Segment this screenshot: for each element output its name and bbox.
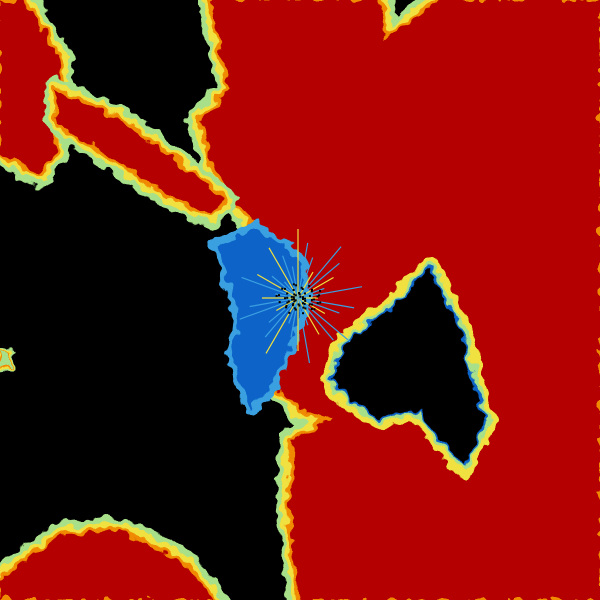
clutter-pixel [294, 299, 297, 302]
clutter-pixel [316, 295, 319, 298]
clutter-pixel [298, 304, 301, 307]
clutter-pixel [283, 287, 286, 290]
clutter-pixel [303, 297, 306, 300]
radar-spoke [297, 297, 311, 364]
clutter-pixel [299, 295, 302, 298]
clutter-pixel [310, 308, 313, 311]
clutter-pixel [308, 294, 311, 297]
clutter-pixel [285, 306, 288, 309]
clutter-pixel [297, 303, 300, 306]
echo-core [0, 0, 60, 175]
clutter-pixel [304, 299, 307, 302]
clutter-pixel [301, 302, 304, 305]
clutter-pixel [302, 312, 305, 315]
echo-core [55, 90, 225, 215]
gap-interior [332, 268, 485, 465]
clutter-pixel [292, 288, 295, 291]
clutter-pixel [275, 294, 278, 297]
clutter-pixel [301, 288, 304, 291]
clutter-pixel [319, 289, 322, 292]
radar-spoke [297, 297, 326, 315]
radar-spoke [256, 273, 299, 299]
clutter-pixel [288, 311, 291, 314]
northwest-band [0, 0, 73, 188]
clutter-pixel [298, 292, 301, 295]
central-clutter [209, 222, 311, 416]
radar-spoke [297, 262, 340, 299]
clutter-pixel [293, 300, 296, 303]
radar-spoke [297, 297, 355, 309]
radar-spoke [297, 286, 363, 299]
echo-core [0, 350, 10, 368]
radar-spoke [265, 297, 299, 354]
clutter-pixel [302, 306, 305, 309]
clutter-pixel [301, 296, 304, 299]
radar-spoke [291, 266, 299, 299]
clutter-pixel [293, 298, 296, 301]
southwest-arc [0, 517, 228, 600]
clutter-pixel [291, 304, 294, 307]
radar-spoke [297, 246, 342, 299]
clutter-pixel [287, 300, 290, 303]
clutter-pixel [286, 301, 289, 304]
northwest-arm [42, 77, 238, 228]
clutter-pixel [311, 303, 314, 306]
clutter-pixel [286, 292, 289, 295]
radar-spoke [290, 297, 299, 338]
radar-spoke [297, 297, 334, 341]
clutter-pixel [298, 293, 301, 296]
clutter-pixel [310, 290, 313, 293]
radar-spoke [297, 257, 314, 299]
clutter-pixel [290, 295, 293, 298]
clutter-pixel [294, 294, 297, 297]
clutter-pixel [300, 286, 303, 289]
west-echo [0, 346, 14, 372]
radar-spoke [288, 297, 299, 324]
clutter-pixel [278, 301, 281, 304]
clutter-pixel [277, 294, 280, 297]
clutter-pixel [294, 308, 297, 311]
clutter-pixel [295, 284, 298, 287]
clutter-pixel [292, 302, 295, 305]
clutter-pixel [316, 302, 319, 305]
clutter-pixel [308, 303, 311, 306]
radar-site-spokes [239, 229, 363, 364]
echo-core [0, 530, 215, 600]
clutter-pixel [312, 298, 315, 301]
radar-spoke [282, 255, 299, 299]
clutter-pixel [281, 287, 284, 290]
radar-spoke [297, 242, 309, 299]
radar-spoke [241, 276, 299, 299]
clutter-pixel [303, 292, 306, 295]
clutter-pixel [293, 307, 296, 310]
clutter-core [215, 228, 305, 410]
clutter-pixel [304, 307, 307, 310]
clutter-pixel [310, 288, 313, 291]
clutter-pixel [284, 297, 287, 300]
clutter-pixel [310, 299, 313, 302]
clutter-pixel [292, 283, 295, 286]
radar-spoke [297, 297, 320, 335]
clutter-pixel [286, 296, 289, 299]
radar-spoke [249, 297, 299, 308]
echo-gap-east [321, 257, 496, 476]
radar-spoke [297, 297, 351, 343]
clutter-pixel [303, 302, 306, 305]
clutter-pixel [291, 298, 294, 301]
radar-spoke [297, 297, 309, 326]
clutter-pixel [293, 293, 296, 296]
clutter-pixel [302, 298, 304, 300]
clutter-pixel [285, 304, 288, 307]
clutter-pixel [319, 301, 322, 304]
clutter-pixel [313, 308, 316, 311]
clutter-pixel [292, 296, 295, 299]
radar-spoke [268, 297, 299, 323]
radar-spoke [297, 276, 334, 299]
clutter-pixel [308, 284, 311, 287]
clutter-pixel [318, 294, 321, 297]
